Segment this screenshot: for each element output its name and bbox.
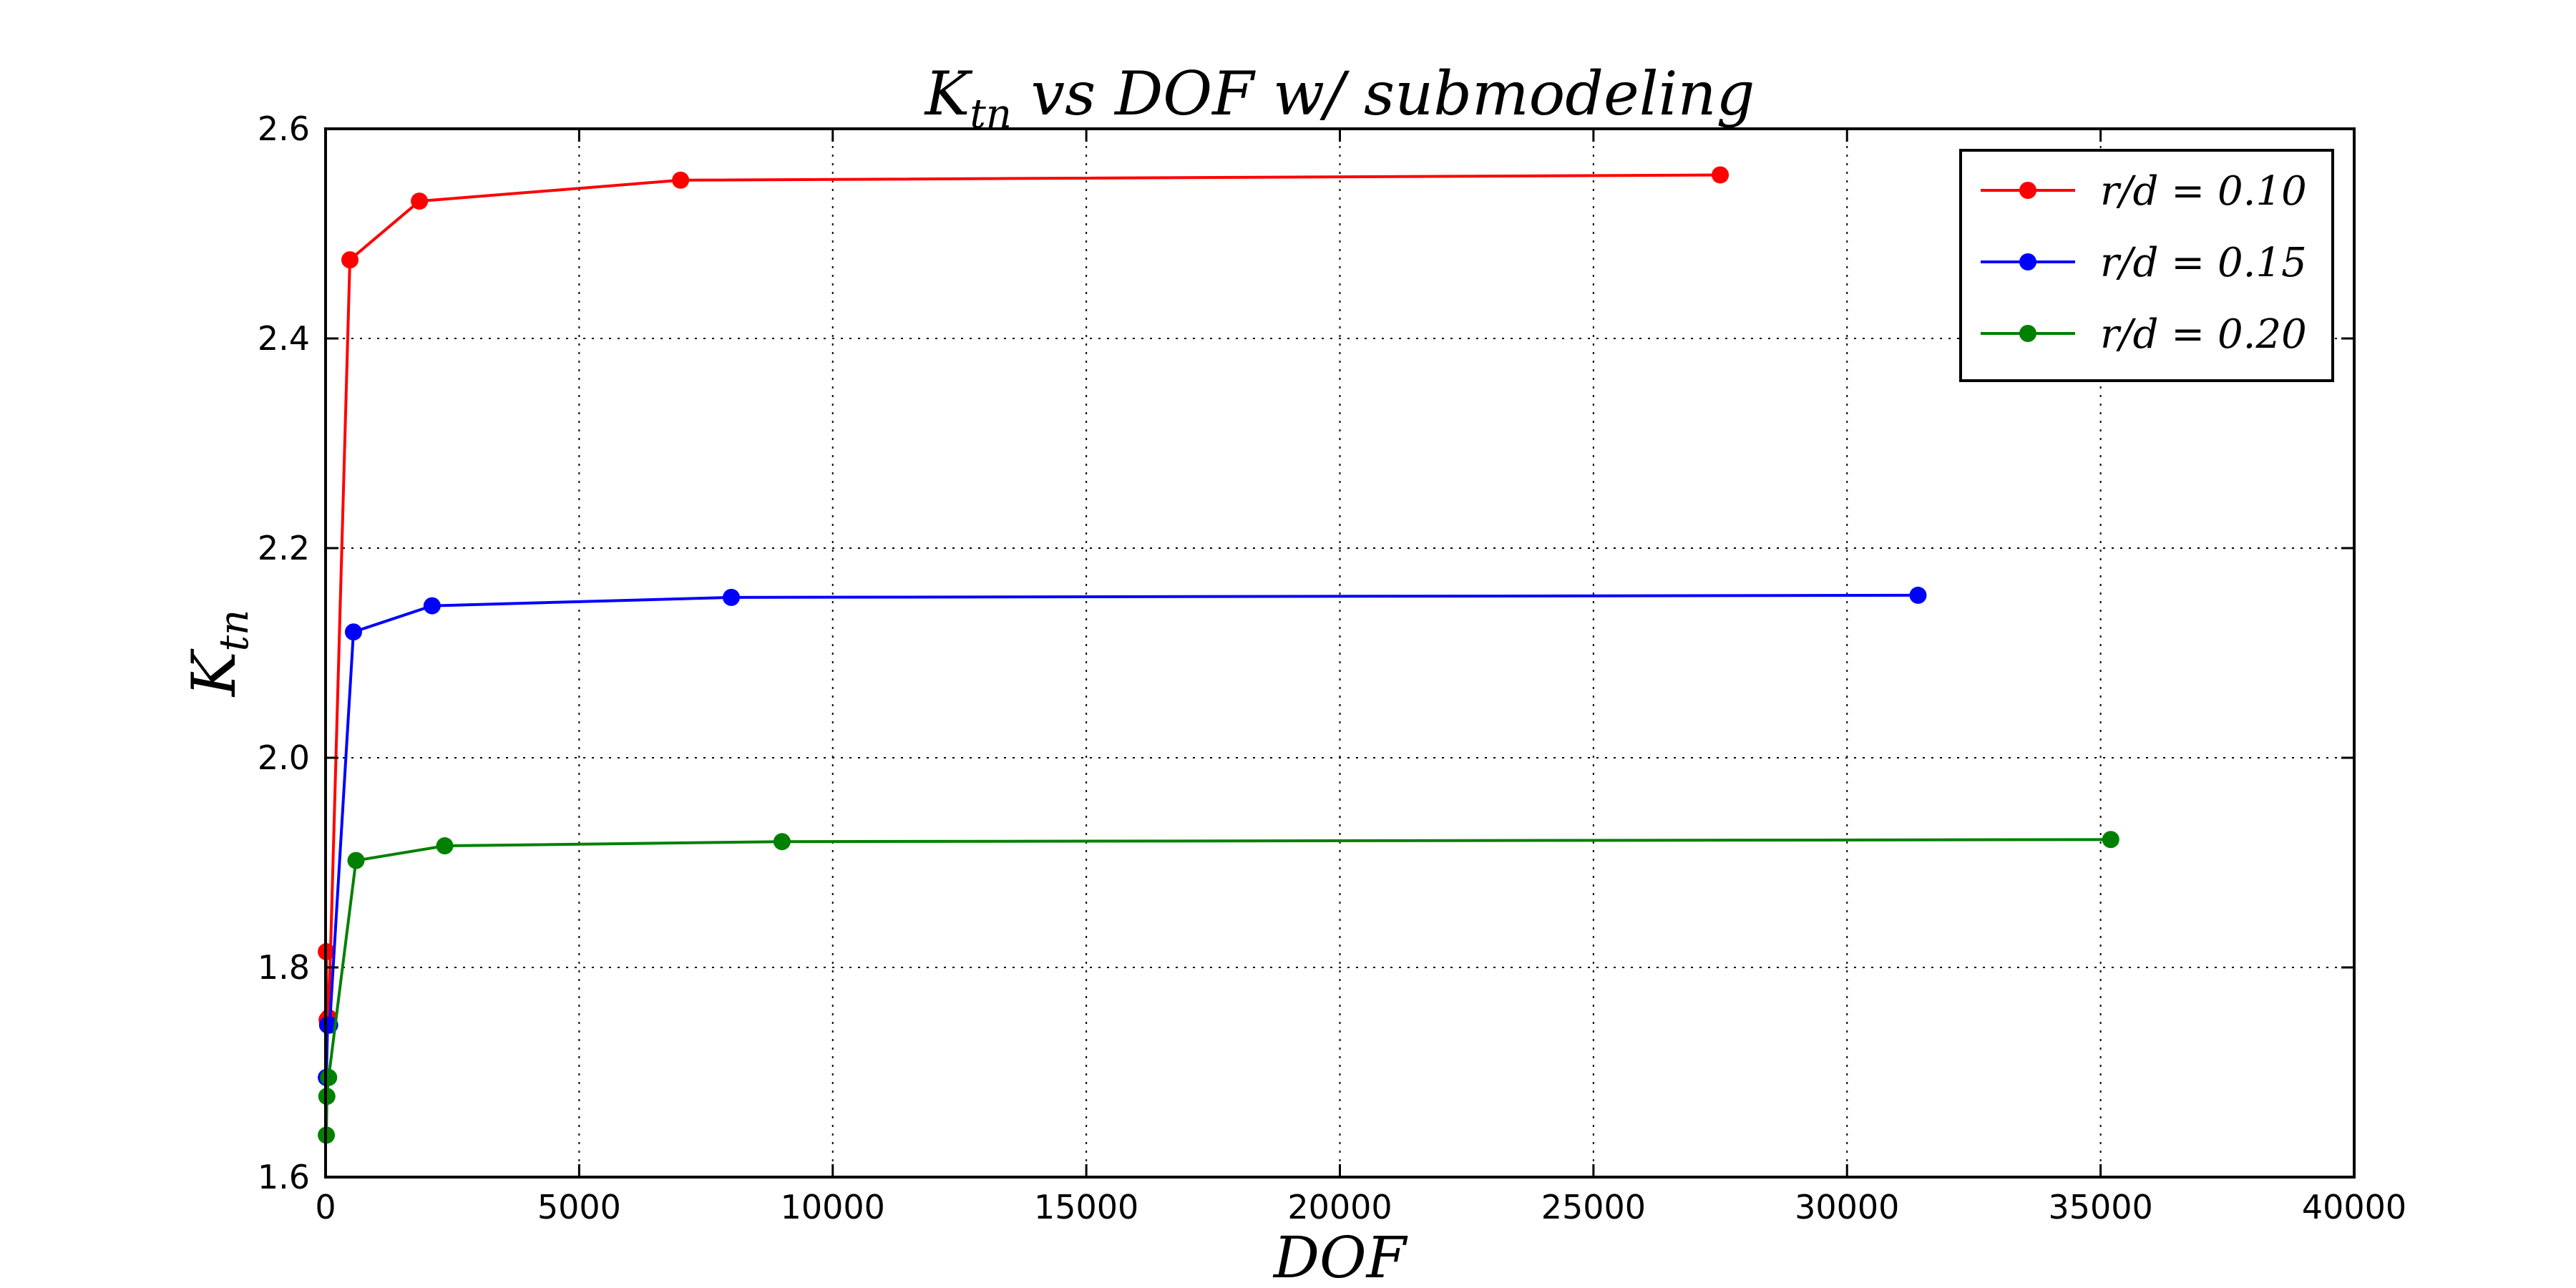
data-point <box>773 833 791 851</box>
legend-label: r/d = 0.20 <box>2100 311 2307 358</box>
data-point <box>341 251 359 269</box>
legend-label: r/d = 0.15 <box>2100 240 2307 286</box>
x-tick-label: 25000 <box>1541 1188 1646 1226</box>
x-tick-label: 5000 <box>537 1188 621 1226</box>
data-point <box>1909 586 1927 604</box>
data-point <box>2102 831 2119 849</box>
legend-entry: r/d = 0.20 <box>1981 311 2307 358</box>
y-tick-label: 2.6 <box>258 109 310 148</box>
data-point <box>347 852 365 869</box>
data-point <box>1712 166 1729 184</box>
data-point <box>436 837 454 855</box>
legend-marker <box>2019 325 2036 342</box>
y-tick-label: 1.8 <box>258 948 310 987</box>
legend: r/d = 0.10 r/d = 0.15 r/d = 0.20 <box>1959 149 2334 382</box>
ylabel-symbol: K <box>179 648 249 698</box>
data-point <box>423 597 441 615</box>
x-tick-label: 20000 <box>1287 1188 1392 1226</box>
legend-entry: r/d = 0.15 <box>1981 240 2307 286</box>
title-rest: vs DOF w/ submodeling <box>1012 59 1755 129</box>
title-symbol: K <box>924 59 973 129</box>
legend-marker <box>2019 253 2036 270</box>
y-tick-label: 2.4 <box>258 319 310 358</box>
title-subscript: tn <box>970 91 1012 137</box>
x-axis-label: DOF <box>1272 1224 1408 1288</box>
legend-label: r/d = 0.10 <box>2100 168 2307 215</box>
y-tick-label: 1.6 <box>258 1158 310 1196</box>
data-point <box>320 1068 338 1086</box>
legend-entry: r/d = 0.10 <box>1981 168 2307 215</box>
y-tick-label: 2.2 <box>258 529 310 567</box>
ylabel-subscript: tn <box>211 610 258 652</box>
data-point <box>672 171 690 189</box>
tick-layer: 0 5000 10000 15000 20000 25000 30000 35000 40000… <box>258 109 2406 1226</box>
x-tick-label: 35000 <box>2048 1188 2152 1226</box>
x-tick-label: 40000 <box>2302 1188 2406 1226</box>
chart-title: Ktn vs DOF w/ submodeling <box>924 59 1755 137</box>
x-tick-label: 30000 <box>1795 1188 1899 1226</box>
x-tick-label: 0 <box>315 1188 336 1226</box>
x-tick-label: 15000 <box>1034 1188 1138 1226</box>
y-axis-label: Ktn <box>179 610 258 698</box>
data-point <box>344 623 362 641</box>
data-point <box>411 192 429 210</box>
y-tick-label: 2.0 <box>258 738 310 777</box>
legend-marker <box>2019 182 2036 199</box>
x-tick-label: 10000 <box>781 1188 885 1226</box>
data-point <box>723 588 740 606</box>
